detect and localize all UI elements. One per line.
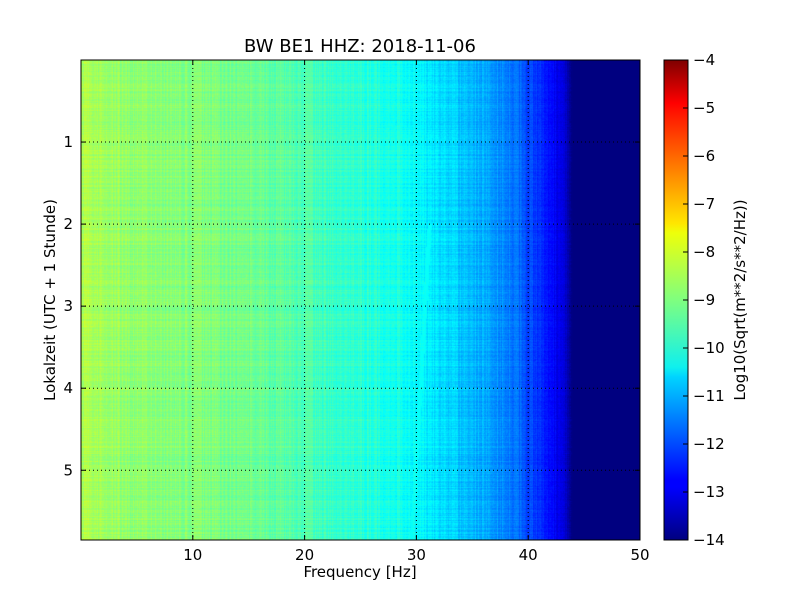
x-tick-label: 40 — [519, 546, 538, 564]
colorbar-label: Log10(Sqrt(m**2/s**2/Hz)) — [731, 199, 749, 400]
spectrogram-heatmap — [81, 60, 640, 540]
y-tick-label: 1 — [63, 133, 73, 151]
colorbar-tick-label: −4 — [693, 51, 715, 69]
colorbar-tick-label: −11 — [693, 387, 725, 405]
x-tick-label: 30 — [407, 546, 426, 564]
y-tick-label: 3 — [63, 297, 73, 315]
y-tick-label: 2 — [63, 215, 73, 233]
grid — [81, 60, 640, 540]
colorbar-tick-label: −13 — [693, 483, 725, 501]
colorbar-tick-label: −10 — [693, 339, 725, 357]
y-axis-label: Lokalzeit (UTC + 1 Stunde) — [41, 199, 59, 401]
x-axis-label: Frequency [Hz] — [303, 563, 416, 581]
plot-frame — [80, 59, 641, 541]
colorbar-tick-label: −6 — [693, 147, 715, 165]
colorbar-ticks: −4 −5 −6 −7 −8 −9 −10 −11 −12 −13 −14 — [683, 51, 725, 549]
colorbar-tick-label: −14 — [693, 531, 725, 549]
colorbar-tick-label: −8 — [693, 243, 715, 261]
spectrogram-plot: 10 20 30 40 50 1 2 3 4 5 — [63, 59, 650, 564]
colorbar-tick-label: −7 — [693, 195, 715, 213]
y-tick-label: 4 — [63, 379, 73, 397]
colorbar-tick-label: −5 — [693, 99, 715, 117]
y-tick-label: 5 — [63, 461, 73, 479]
chart-title: BW BE1 HHZ: 2018-11-06 — [244, 36, 476, 57]
x-axis-ticks: 10 20 30 40 50 — [183, 60, 650, 564]
colorbar-tick-label: −12 — [693, 435, 725, 453]
colorbar: −4 −5 −6 −7 −8 −9 −10 −11 −12 −13 −14 — [663, 51, 725, 549]
colorbar-tick-label: −9 — [693, 291, 715, 309]
x-tick-label: 10 — [183, 546, 202, 564]
x-tick-label: 50 — [630, 546, 649, 564]
y-axis-ticks: 1 2 3 4 5 — [63, 133, 640, 479]
x-tick-label: 20 — [295, 546, 314, 564]
